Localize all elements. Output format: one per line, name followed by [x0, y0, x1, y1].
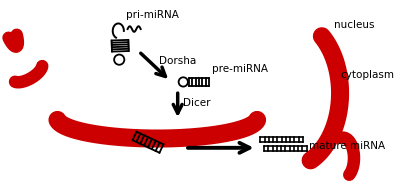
Text: mature miRNA: mature miRNA: [310, 141, 386, 151]
Text: nucleus: nucleus: [334, 20, 374, 30]
Text: Dicer: Dicer: [183, 98, 211, 108]
Text: Dorsha: Dorsha: [159, 56, 196, 66]
Text: cytoplasm: cytoplasm: [340, 70, 394, 80]
Text: pri-miRNA: pri-miRNA: [126, 10, 179, 20]
Text: pre-miRNA: pre-miRNA: [212, 64, 268, 74]
